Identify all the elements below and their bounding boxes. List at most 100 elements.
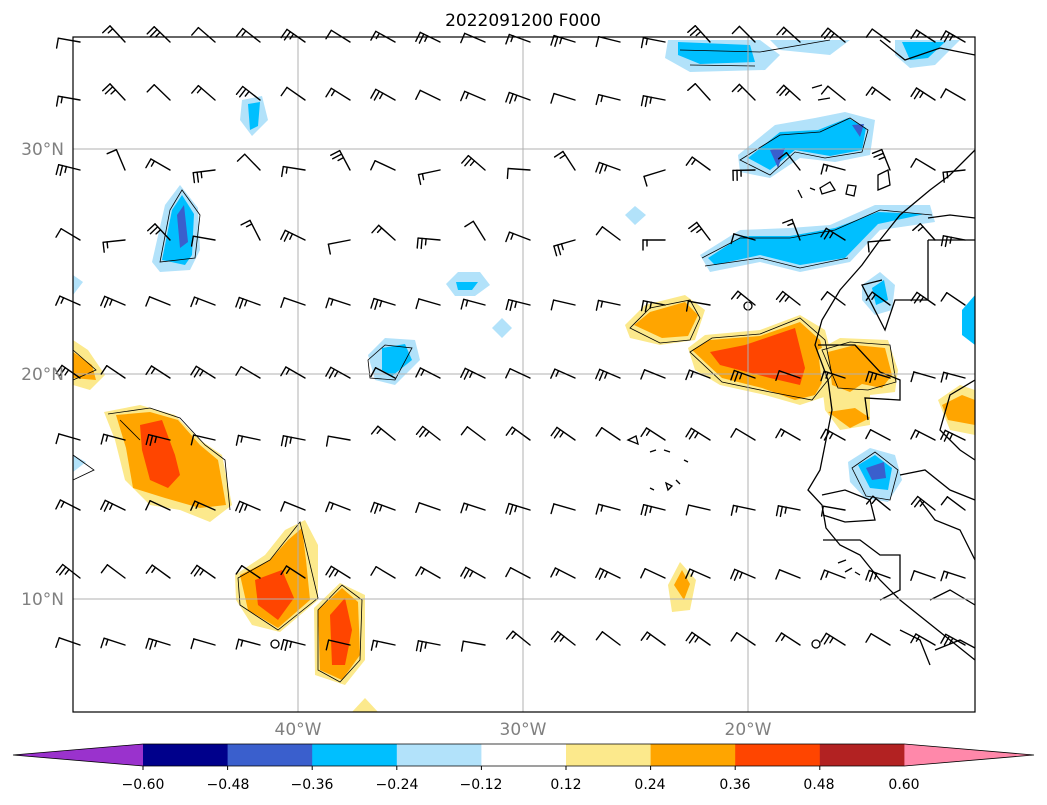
wind-barb-feather bbox=[940, 235, 945, 247]
wind-barb-feather bbox=[379, 504, 383, 512]
wind-barb-shaft bbox=[509, 567, 531, 579]
wind-barb-feather bbox=[730, 632, 738, 642]
wind-barb-feather bbox=[465, 92, 470, 100]
wind-barb-feather bbox=[550, 567, 557, 578]
wind-barb-feather bbox=[196, 87, 203, 94]
wind-barb-feather bbox=[238, 502, 245, 513]
wind-barb-feather bbox=[289, 436, 292, 444]
wind-barb-feather bbox=[865, 569, 870, 581]
wind-barb-feather bbox=[645, 37, 648, 46]
blue-area-east-edge bbox=[962, 295, 975, 345]
wind-barb-feather bbox=[236, 153, 246, 162]
wind-barb-shaft bbox=[946, 496, 966, 511]
contour-mid-west bbox=[367, 344, 413, 381]
wind-barb-shaft bbox=[643, 369, 666, 379]
wind-barb-feather bbox=[730, 428, 737, 438]
wind-barb-shaft bbox=[733, 233, 756, 241]
wind-barb-feather bbox=[235, 296, 241, 308]
wind-barb-feather bbox=[782, 218, 793, 224]
colorbar-segment bbox=[396, 744, 482, 766]
wind-barb-feather bbox=[823, 430, 830, 441]
wind-barb-feather bbox=[775, 569, 781, 580]
wind-barb-shaft bbox=[375, 566, 396, 579]
wind-barb-feather bbox=[101, 83, 111, 92]
contour-east-coast bbox=[821, 341, 897, 391]
wind-barb-feather bbox=[511, 633, 517, 639]
wind-barb-feather bbox=[103, 297, 110, 308]
wind-barb-feather bbox=[779, 505, 783, 518]
colorbar-extend-high bbox=[904, 744, 1034, 766]
wind-barb-feather bbox=[106, 148, 118, 155]
wind-barb-feather bbox=[283, 31, 291, 41]
wind-barb-shaft bbox=[192, 434, 216, 441]
wind-barb-feather bbox=[461, 154, 470, 164]
wind-barb-shaft bbox=[466, 426, 486, 441]
wind-barb-feather bbox=[690, 570, 695, 577]
wind-barb-shaft bbox=[871, 28, 891, 43]
wind-barb-feather bbox=[155, 229, 162, 235]
wind-barb-feather bbox=[731, 25, 741, 35]
warm-area-south-edge bbox=[352, 698, 378, 712]
wind-barb-feather bbox=[557, 244, 562, 256]
wind-barb-feather bbox=[550, 92, 555, 104]
wind-barb-feather bbox=[370, 30, 377, 41]
wind-barb-feather bbox=[190, 638, 195, 650]
wind-barb-shaft bbox=[687, 300, 711, 306]
wind-barb-feather bbox=[514, 300, 518, 309]
wind-barb-feather bbox=[873, 152, 884, 158]
wind-barb-shaft bbox=[553, 92, 576, 101]
contour-west-tall bbox=[159, 189, 201, 263]
wind-barb-feather bbox=[949, 637, 954, 645]
wind-barb-feather bbox=[604, 371, 608, 379]
wind-barb-feather bbox=[190, 365, 198, 376]
contour-northeast bbox=[739, 117, 869, 176]
wind-barb-feather bbox=[235, 85, 244, 96]
contour-east-band bbox=[701, 209, 933, 269]
wind-barb-shaft bbox=[327, 435, 351, 441]
wind-barb-feather bbox=[191, 84, 200, 94]
wind-barb-feather bbox=[106, 241, 109, 249]
wind-barb-feather bbox=[280, 565, 288, 576]
wind-barb-feather bbox=[595, 368, 601, 380]
wind-barb-shaft bbox=[374, 159, 396, 171]
wind-barb-feather bbox=[415, 640, 420, 652]
wind-barb-shaft bbox=[58, 433, 81, 441]
wind-barb-feather bbox=[145, 365, 153, 376]
wind-barb-feather bbox=[100, 637, 105, 649]
wind-barb-feather bbox=[55, 499, 62, 510]
wind-barb-feather bbox=[917, 225, 924, 232]
wind-barb-shaft bbox=[736, 632, 756, 646]
mali-border bbox=[939, 379, 976, 461]
wind-barb-feather bbox=[419, 640, 423, 653]
wind-barb-feather bbox=[244, 299, 248, 307]
wind-barb-feather bbox=[781, 29, 788, 36]
wind-barb-feather bbox=[190, 500, 196, 511]
wind-barb-shaft bbox=[464, 32, 486, 43]
wind-barb-feather bbox=[869, 372, 874, 383]
wind-barb-shaft bbox=[869, 429, 891, 441]
wind-barb-feather bbox=[60, 501, 65, 508]
wind-barb-feather bbox=[415, 298, 420, 310]
wind-barb-feather bbox=[55, 637, 60, 648]
wind-barb-feather bbox=[281, 165, 284, 178]
blue-area-east-coast-core bbox=[872, 280, 888, 305]
wind-barb-feather bbox=[370, 639, 375, 651]
wind-barb-feather bbox=[943, 635, 950, 646]
wind-barb-feather bbox=[779, 293, 787, 303]
wind-barb-shaft bbox=[552, 299, 576, 306]
wind-barb-feather bbox=[370, 159, 376, 171]
wind-barb-feather bbox=[775, 290, 784, 300]
wind-barb-shaft bbox=[57, 37, 81, 43]
wind-barb-feather bbox=[649, 301, 652, 309]
wind-barb-feather bbox=[150, 160, 156, 167]
wind-barb-feather bbox=[285, 166, 288, 174]
wind-barb-feather bbox=[149, 226, 159, 235]
wind-barb-feather bbox=[55, 163, 60, 176]
colorbar-label-1: −0.60 bbox=[122, 777, 165, 793]
wind-barb-feather bbox=[554, 36, 559, 47]
wind-barb-feather bbox=[825, 371, 829, 379]
wind-barb-feather bbox=[505, 426, 513, 436]
wind-barb-feather bbox=[915, 635, 921, 642]
wind-barb-feather bbox=[145, 500, 151, 511]
wind-barb-shaft bbox=[283, 297, 306, 306]
